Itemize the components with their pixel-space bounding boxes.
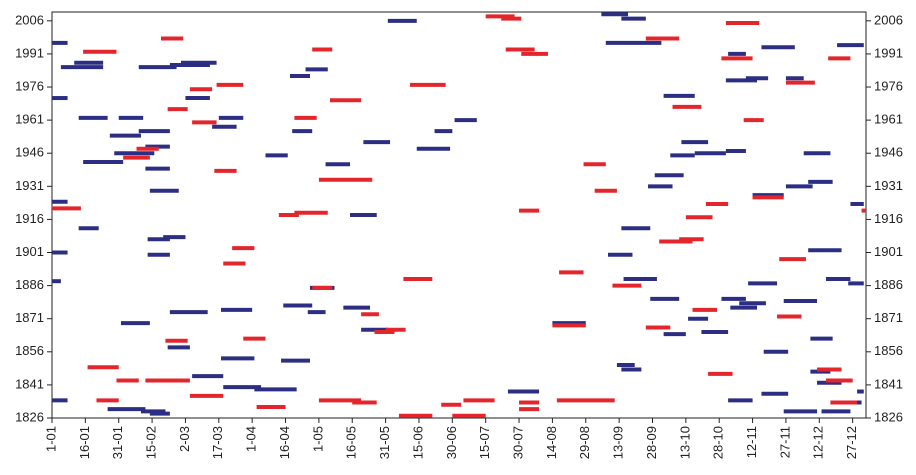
y-tick-label: 1991 [15,45,44,60]
x-tick-label: 29-08 [577,426,592,459]
x-tick-label: 13-09 [611,426,626,459]
y2-tick-label: 1931 [874,178,903,193]
x-tick-label: 27-12 [844,426,859,459]
x-tick-label: 1-01 [43,426,58,452]
y2-tick-label: 1946 [874,145,903,160]
x-tick-label: 14-08 [544,426,559,459]
y2-tick-label: 1976 [874,78,903,93]
x-tick-label: 30-06 [444,426,459,459]
x-tick-label: 1-05 [310,426,325,452]
x-tick-label: 15-06 [410,426,425,459]
y2-tick-label: 1871 [874,310,903,325]
x-tick-label: 16-04 [277,426,292,459]
y2-tick-label: 1841 [874,376,903,391]
y-tick-label: 1946 [15,145,44,160]
y-tick-label: 1961 [15,112,44,127]
x-tick-label: 13-10 [677,426,692,459]
y2-tick-label: 1826 [874,409,903,424]
y2-tick-label: 1916 [874,211,903,226]
y-tick-label: 1856 [15,343,44,358]
x-tick-label: 30-07 [510,426,525,459]
y-tick-label: 2006 [15,12,44,27]
x-tick-label: 16-01 [77,426,92,459]
y2-tick-label: 1991 [874,45,903,60]
y2-tick-label: 2006 [874,12,903,27]
x-tick-label: 28-10 [711,426,726,459]
y-tick-label: 1871 [15,310,44,325]
y-tick-label: 1901 [15,244,44,259]
x-tick-label: 12-12 [811,426,826,459]
x-tick-label: 27-11 [777,426,792,458]
y2-tick-label: 1961 [874,112,903,127]
plot-area [52,12,866,418]
y-tick-label: 1916 [15,211,44,226]
x-tick-label: 17-03 [210,426,225,459]
x-tick-label: 15-02 [144,426,159,459]
y-tick-label: 1886 [15,277,44,292]
y-tick-label: 1931 [15,178,44,193]
y2-tick-label: 1901 [874,244,903,259]
y-tick-label: 1826 [15,409,44,424]
x-tick-label: 12-11 [744,426,759,458]
x-tick-label: 2-03 [177,426,192,452]
x-tick-label: 28-09 [644,426,659,459]
x-tick-label: 16-05 [344,426,359,459]
x-tick-label: 1-04 [244,426,259,452]
y2-tick-label: 1856 [874,343,903,358]
y2-tick-label: 1886 [874,277,903,292]
x-tick-label: 31-05 [377,426,392,459]
x-tick-label: 31-01 [110,426,125,459]
y-tick-label: 1976 [15,78,44,93]
y-tick-label: 1841 [15,376,44,391]
plot-frame [51,11,867,419]
x-tick-label: 15-07 [477,426,492,459]
